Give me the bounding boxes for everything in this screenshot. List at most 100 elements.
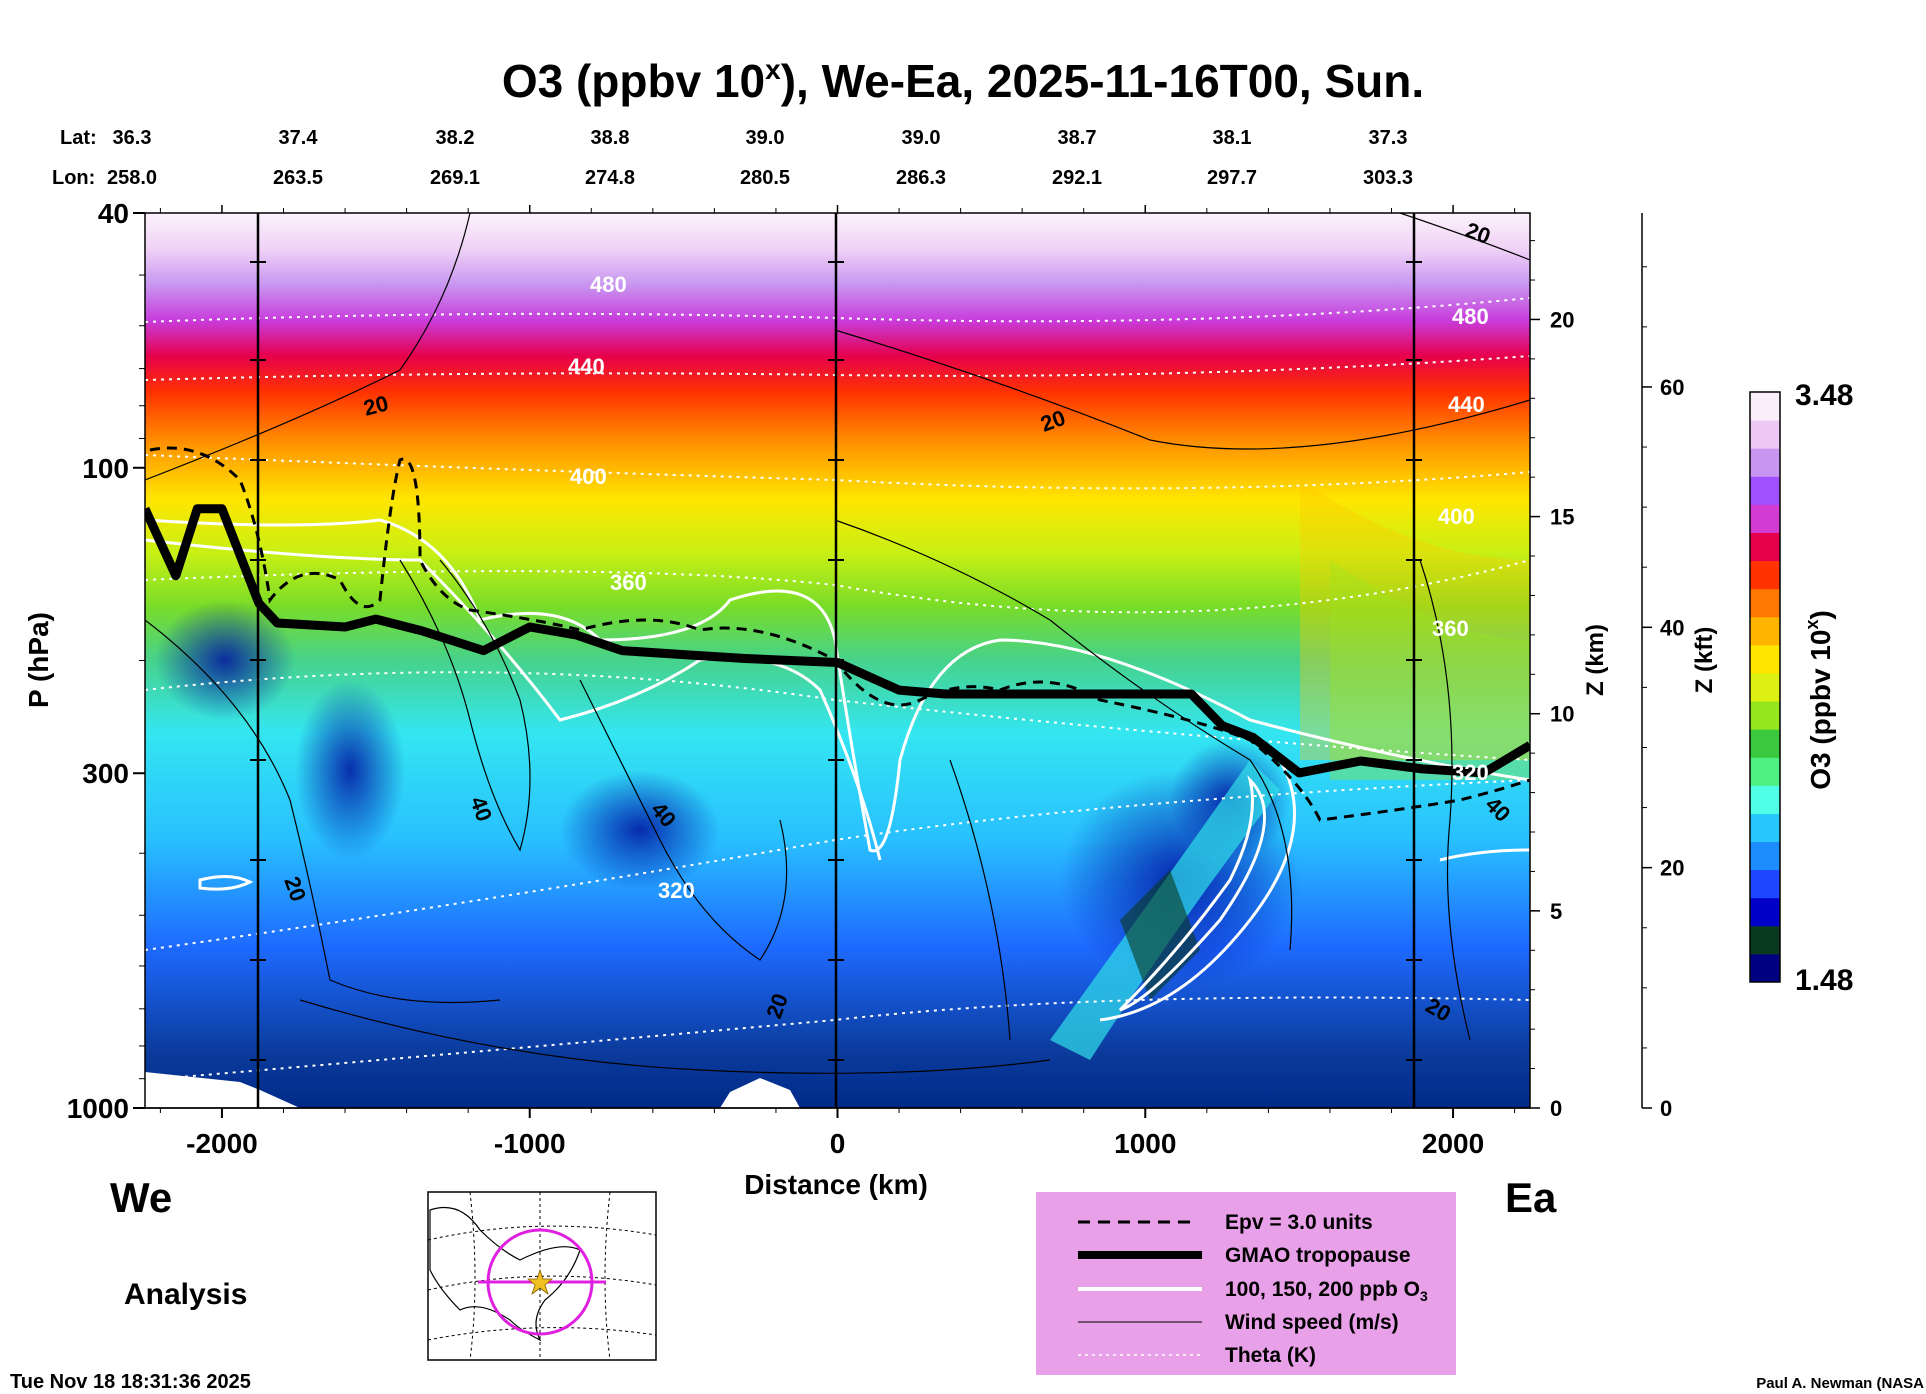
colorbar-swatch [1750, 392, 1780, 421]
x-axis: -2000 -1000 0 1000 2000 [145, 205, 1530, 1159]
east-label: Ea [1505, 1174, 1557, 1221]
lat-value: 38.1 [1213, 127, 1252, 149]
lon-value: 280.5 [740, 167, 790, 189]
legend: Epv = 3.0 units GMAO tropopause 100, 150… [1036, 1192, 1456, 1375]
coastline-outline [429, 1206, 581, 1342]
z-km-tick-label: 15 [1550, 505, 1574, 530]
colorbar-swatch [1750, 476, 1780, 505]
lat-header-label: Lat: [60, 127, 97, 149]
legend-theta-label: Theta (K) [1225, 1344, 1316, 1367]
y-tick-label: 100 [82, 453, 129, 484]
colorbar-min-label: 1.48 [1795, 964, 1853, 997]
map-center-star-icon [526, 1268, 554, 1296]
y-axis-label: P (hPa) [23, 612, 54, 708]
x-tick-label: 1000 [1114, 1128, 1176, 1159]
lon-value: 263.5 [273, 167, 323, 189]
x-axis-label: Distance (km) [744, 1169, 928, 1200]
ozone-field [145, 480, 1530, 1108]
y-tick-label: 40 [98, 198, 129, 229]
lat-value: 38.8 [591, 127, 630, 149]
lon-value: 286.3 [896, 167, 946, 189]
colorbar-max-label: 3.48 [1795, 379, 1853, 412]
lat-value: 37.3 [1369, 127, 1408, 149]
theta-labels: 480 440 400 360 320 480 440 400 360 320 [568, 272, 1489, 903]
z-kft-tick-label: 20 [1660, 856, 1684, 881]
z-km-tick-label: 5 [1550, 899, 1562, 924]
z-km-axis: 0 5 10 15 20 [1530, 240, 1574, 1121]
colorbar-swatch [1750, 897, 1780, 927]
z-km-tick-label: 20 [1550, 307, 1574, 332]
colorbar-swatch [1750, 925, 1780, 955]
legend-epv-label: Epv = 3.0 units [1225, 1211, 1373, 1234]
colorbar-swatch [1750, 420, 1780, 449]
legend-wind-label: Wind speed (m/s) [1225, 1311, 1399, 1334]
z-kft-tick-label: 0 [1660, 1096, 1672, 1121]
colorbar-swatch [1750, 813, 1780, 843]
lat-lon-row: 36.3 37.4 38.2 38.8 39.0 39.0 38.7 38.1 37.3 258.… [107, 127, 1413, 189]
z-km-axis-label: Z (km) [1582, 624, 1609, 696]
lon-value: 274.8 [585, 167, 635, 189]
z-km-tick-label: 0 [1550, 1096, 1562, 1121]
y-tick-label: 300 [82, 758, 129, 789]
x-tick-label: -2000 [186, 1128, 258, 1159]
legend-tropopause-label: GMAO tropopause [1225, 1244, 1411, 1267]
colorbar-swatch [1750, 953, 1780, 983]
lat-value: 37.4 [279, 127, 319, 149]
section-marker-ticks [250, 261, 1422, 1061]
locator-map [427, 1191, 657, 1361]
west-label: We [110, 1174, 172, 1221]
lon-value: 269.1 [430, 167, 480, 189]
colorbar-swatch [1750, 532, 1780, 562]
lon-value: 292.1 [1052, 167, 1102, 189]
lat-value: 38.2 [436, 127, 475, 149]
colorbar-swatch [1750, 672, 1780, 702]
colorbar-swatch [1750, 841, 1780, 871]
y-axis: 40 100 300 1000 [67, 198, 145, 1124]
svg-text:440: 440 [568, 354, 605, 379]
lon-value: 303.3 [1363, 167, 1413, 189]
lon-header-label: Lon: [52, 167, 95, 189]
wind-speed-contours [145, 213, 1530, 1074]
colorbar-swatch [1750, 701, 1780, 730]
svg-text:440: 440 [1448, 392, 1485, 417]
analysis-label: Analysis [124, 1278, 247, 1311]
colorbar-swatch [1750, 869, 1780, 899]
svg-text:320: 320 [658, 878, 695, 903]
x-tick-label: -1000 [494, 1128, 566, 1159]
colorbar-swatch [1750, 644, 1780, 674]
svg-text:360: 360 [1432, 616, 1469, 641]
lat-value: 39.0 [902, 127, 941, 149]
colorbar-swatch [1750, 729, 1780, 758]
colorbar-swatch [1750, 588, 1780, 618]
svg-text:360: 360 [610, 570, 647, 595]
gmao-tropopause-line [145, 504, 1530, 778]
chart-title: O3 (ppbv 10x), We-Ea, 2025-11-16T00, Sun… [502, 54, 1424, 107]
lat-value: 39.0 [746, 127, 785, 149]
colorbar-swatch [1750, 560, 1780, 590]
credit: Paul A. Newman (NASA [1756, 1375, 1924, 1392]
y-tick-label: 1000 [67, 1093, 129, 1124]
colorbar-swatch [1750, 757, 1780, 786]
lat-value: 38.7 [1058, 127, 1097, 149]
svg-text:400: 400 [1438, 504, 1475, 529]
x-tick-label: 2000 [1422, 1128, 1484, 1159]
timestamp: Tue Nov 18 18:31:36 2025 [10, 1371, 251, 1393]
svg-text:480: 480 [1452, 304, 1489, 329]
svg-text:320: 320 [1452, 760, 1489, 785]
z-km-tick-label: 10 [1550, 702, 1574, 727]
svg-text:480: 480 [590, 272, 627, 297]
z-kft-axis-label: Z (kft) [1691, 627, 1718, 694]
legend-ozone-label: 100, 150, 200 ppb O3 [1225, 1278, 1428, 1304]
colorbar-swatch [1750, 448, 1780, 477]
lon-value: 258.0 [107, 167, 157, 189]
plot-area: 480 440 400 360 320 480 440 400 360 320 … [144, 212, 1531, 1109]
colorbar-frame [1749, 391, 1781, 983]
colorbar-title: O3 (ppbv 10x) [1802, 610, 1836, 790]
colorbar-swatch [1750, 504, 1780, 533]
colorbar-swatch [1750, 616, 1780, 646]
lat-value: 36.3 [113, 127, 152, 149]
colorbar [1749, 391, 1781, 983]
ozone-ppb-contours [145, 518, 1530, 1022]
z-kft-tick-label: 60 [1660, 375, 1684, 400]
